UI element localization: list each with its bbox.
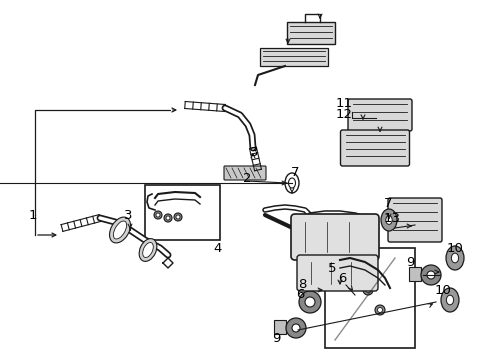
Bar [408, 267, 420, 281]
Text: 7: 7 [290, 166, 299, 179]
FancyBboxPatch shape [347, 99, 411, 131]
Circle shape [285, 318, 305, 338]
Text: 3: 3 [123, 208, 132, 221]
Ellipse shape [446, 295, 453, 305]
Ellipse shape [142, 243, 153, 257]
Circle shape [305, 297, 314, 307]
Bar [273, 320, 285, 334]
Circle shape [426, 271, 434, 279]
Text: 13: 13 [383, 212, 400, 225]
FancyBboxPatch shape [224, 166, 265, 180]
Circle shape [374, 305, 384, 315]
Text: 10: 10 [434, 284, 450, 297]
Text: 1: 1 [29, 208, 37, 221]
Ellipse shape [288, 178, 295, 188]
Circle shape [176, 215, 180, 219]
FancyBboxPatch shape [290, 214, 378, 260]
Circle shape [346, 307, 368, 329]
Ellipse shape [440, 288, 458, 312]
Ellipse shape [109, 217, 130, 243]
Text: 6: 6 [337, 273, 346, 285]
FancyBboxPatch shape [340, 130, 408, 166]
Text: 6: 6 [295, 288, 304, 301]
Text: 11: 11 [335, 96, 352, 109]
Text: 9: 9 [405, 256, 413, 270]
Circle shape [174, 213, 182, 221]
FancyBboxPatch shape [387, 198, 441, 242]
Circle shape [377, 307, 382, 312]
Text: 5: 5 [327, 262, 336, 275]
Ellipse shape [113, 221, 126, 239]
Bar [286, 22, 334, 44]
Circle shape [420, 265, 440, 285]
Circle shape [349, 290, 359, 300]
Circle shape [291, 324, 299, 332]
Circle shape [156, 213, 160, 217]
Text: 10: 10 [446, 242, 463, 255]
Circle shape [352, 313, 362, 323]
Text: 12: 12 [335, 108, 352, 121]
Ellipse shape [139, 239, 157, 261]
Text: 3: 3 [249, 145, 258, 158]
Text: 2: 2 [242, 171, 251, 185]
Circle shape [343, 284, 365, 306]
Text: 7: 7 [383, 197, 391, 210]
Text: 8: 8 [297, 279, 305, 292]
Circle shape [154, 211, 162, 219]
Ellipse shape [380, 209, 396, 231]
Ellipse shape [385, 216, 391, 224]
Ellipse shape [445, 246, 463, 270]
Text: 4: 4 [213, 242, 222, 255]
Ellipse shape [450, 253, 458, 263]
FancyBboxPatch shape [296, 255, 377, 291]
Circle shape [365, 288, 370, 292]
Circle shape [165, 216, 170, 220]
Circle shape [362, 285, 372, 295]
Text: 9: 9 [271, 332, 280, 345]
Bar [325, 248, 414, 348]
Circle shape [163, 214, 172, 222]
Ellipse shape [285, 173, 298, 193]
Circle shape [298, 291, 320, 313]
Bar [145, 185, 220, 240]
Bar [260, 48, 327, 66]
